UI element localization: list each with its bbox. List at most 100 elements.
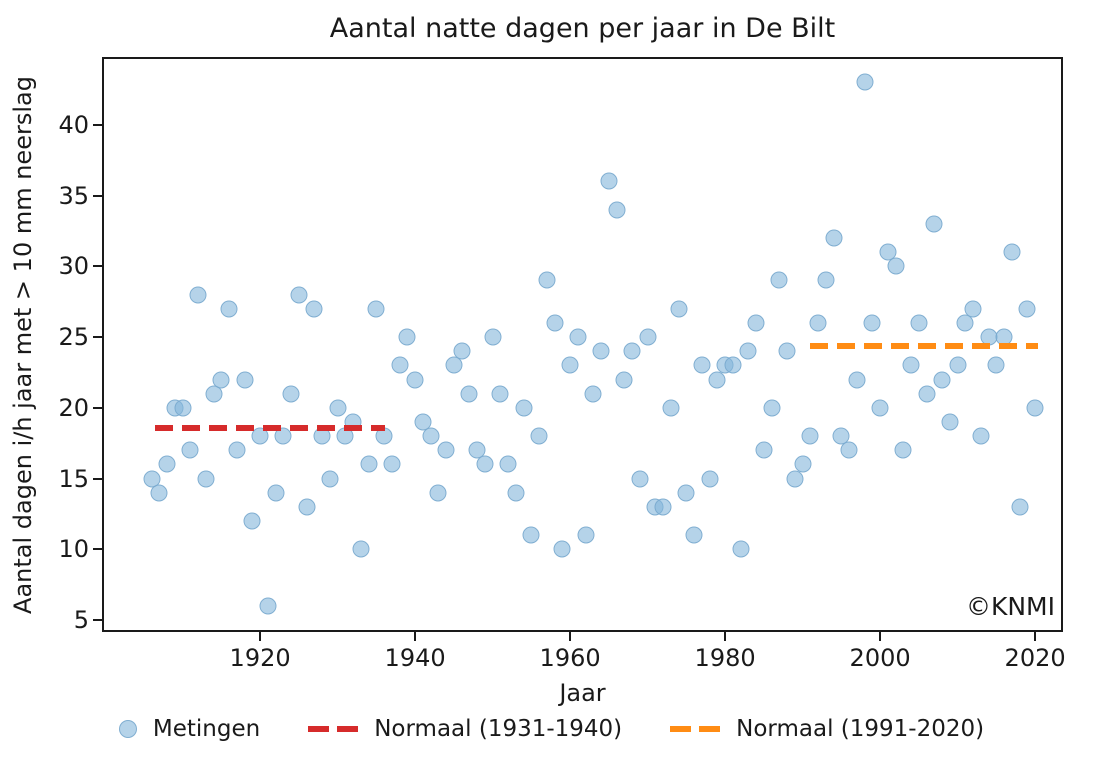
data-point <box>437 441 455 459</box>
data-point <box>918 385 936 403</box>
data-point <box>925 215 943 233</box>
data-point <box>398 328 416 346</box>
data-point <box>406 371 424 388</box>
x-tick <box>879 632 882 641</box>
data-point <box>1018 300 1036 318</box>
data-point <box>654 498 672 516</box>
data-point <box>840 441 858 459</box>
data-point <box>685 526 703 544</box>
data-point <box>174 399 192 417</box>
data-point <box>801 427 819 445</box>
y-tick <box>93 406 102 409</box>
data-point <box>639 328 657 346</box>
legend-item-normaal-1: Normaal (1931-1940) <box>308 716 622 742</box>
data-point <box>476 455 494 473</box>
data-point <box>530 427 548 445</box>
x-tick <box>1034 632 1037 641</box>
data-point <box>623 342 641 360</box>
data-point <box>693 356 711 374</box>
data-point <box>887 257 905 275</box>
data-point <box>941 413 959 431</box>
data-point <box>569 328 587 346</box>
y-tick <box>93 123 102 126</box>
data-point <box>553 540 571 558</box>
data-point <box>197 470 215 488</box>
data-point <box>484 328 502 346</box>
data-point <box>794 455 812 473</box>
data-point <box>561 356 579 374</box>
data-point <box>608 201 626 219</box>
x-tick <box>259 632 262 641</box>
legend-item-metingen: Metingen <box>118 716 260 742</box>
legend-label: Normaal (1991-2020) <box>736 716 985 742</box>
data-point <box>282 385 300 403</box>
data-point <box>515 399 533 417</box>
data-point <box>817 271 835 289</box>
data-point <box>708 371 726 388</box>
data-point <box>453 342 471 360</box>
data-point <box>670 300 688 318</box>
data-point <box>460 385 478 403</box>
data-point <box>228 441 246 459</box>
data-point <box>701 470 719 488</box>
data-point <box>763 399 781 417</box>
data-point <box>329 399 347 417</box>
data-point <box>422 427 440 445</box>
x-tick-label: 2020 <box>1004 644 1066 672</box>
data-point <box>189 286 207 304</box>
data-point <box>910 314 928 332</box>
y-tick-label: 15 <box>58 464 89 493</box>
data-point <box>1026 399 1044 417</box>
data-point <box>662 399 680 417</box>
data-point <box>577 526 595 544</box>
y-tick-label: 10 <box>58 535 89 564</box>
data-point <box>871 399 889 417</box>
x-tick-label: 1940 <box>384 644 446 672</box>
data-point <box>546 314 564 332</box>
data-point <box>205 385 223 403</box>
y-tick <box>93 194 102 197</box>
legend-marker-circle-icon <box>118 720 137 738</box>
normal-line-1991-2020 <box>810 342 1039 349</box>
data-point <box>902 356 920 374</box>
x-tick-label: 2000 <box>849 644 911 672</box>
copyright-knmi: ©KNMI <box>965 592 1055 621</box>
data-point <box>600 172 618 190</box>
data-point <box>445 356 463 374</box>
data-point <box>360 455 378 473</box>
data-point <box>631 470 649 488</box>
data-point <box>677 484 695 502</box>
data-point <box>956 314 974 332</box>
data-point <box>724 356 742 374</box>
data-point <box>499 455 517 473</box>
data-point <box>305 300 323 318</box>
y-tick <box>93 548 102 551</box>
data-point <box>212 371 230 388</box>
y-tick-label: 30 <box>58 252 89 281</box>
x-tick <box>414 632 417 641</box>
data-point <box>1003 243 1021 261</box>
data-point <box>507 484 525 502</box>
data-point <box>298 498 316 516</box>
x-tick <box>569 632 572 641</box>
data-point <box>747 314 765 332</box>
y-tick-label: 25 <box>58 323 89 352</box>
data-point <box>220 300 238 318</box>
legend: Metingen Normaal (1931-1940) Normaal (1991… <box>0 708 1103 750</box>
legend-marker-dashes-icon <box>670 726 721 732</box>
data-point <box>429 484 447 502</box>
x-tick-label: 1980 <box>694 644 756 672</box>
data-point <box>809 314 827 332</box>
normal-line-1931-1940 <box>155 424 385 431</box>
data-point <box>391 356 409 374</box>
x-axis-label: Jaar <box>559 679 606 707</box>
data-point <box>181 441 199 459</box>
data-point <box>732 540 750 558</box>
y-tick-label: 40 <box>58 110 89 139</box>
data-point <box>236 371 254 388</box>
data-point <box>770 271 788 289</box>
data-point <box>158 455 176 473</box>
legend-marker-dashes-icon <box>308 726 359 732</box>
y-tick-label: 35 <box>58 181 89 210</box>
data-point <box>538 271 556 289</box>
